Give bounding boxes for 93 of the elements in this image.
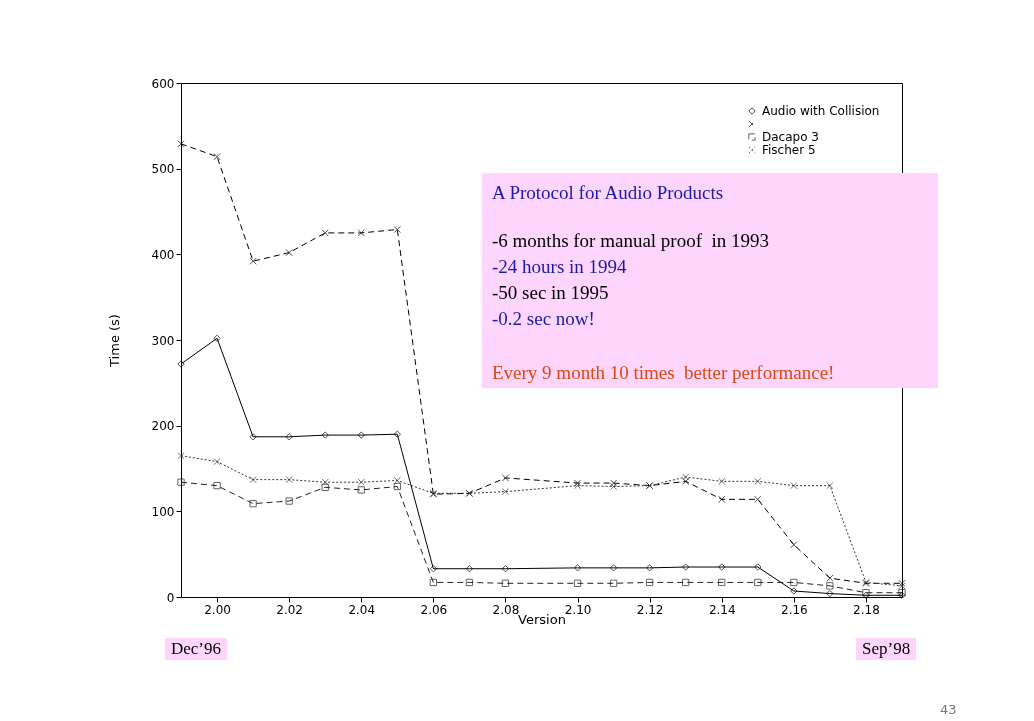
- point: [609, 479, 618, 487]
- annotation: -0.2 sec now!: [492, 308, 595, 330]
- legend-label: Audio with Collision: [762, 104, 880, 118]
- point: [501, 579, 510, 587]
- point: [609, 564, 618, 572]
- x-tick-label: 2.18: [853, 602, 880, 617]
- point: [321, 478, 329, 486]
- point: [321, 431, 329, 439]
- point: [213, 153, 221, 161]
- point: [357, 478, 365, 486]
- point: [718, 563, 726, 571]
- x-tick-label: 2.00: [204, 602, 231, 617]
- point: [429, 578, 438, 587]
- point: [645, 564, 654, 572]
- point: [249, 475, 257, 484]
- point: [285, 497, 293, 505]
- y-tick-label: 600: [151, 76, 175, 91]
- y-tick-label: 400: [151, 247, 175, 262]
- point: [501, 474, 510, 482]
- point: [393, 430, 401, 438]
- annotation: -50 sec in 1995: [492, 282, 609, 304]
- point: [357, 229, 365, 237]
- point: [357, 486, 365, 494]
- point: [754, 578, 762, 587]
- point: [609, 579, 618, 587]
- point: [826, 481, 834, 490]
- point: [285, 475, 293, 484]
- point: [249, 433, 257, 441]
- point: [682, 473, 690, 481]
- y-tick-label: 500: [151, 162, 175, 177]
- point: [213, 334, 221, 342]
- point: [501, 565, 510, 573]
- point: [718, 495, 726, 503]
- point: [682, 578, 690, 587]
- point: [718, 578, 726, 587]
- legend-label: Dacapo 3: [762, 130, 819, 144]
- point: [177, 478, 185, 486]
- point: [177, 140, 185, 148]
- point: [177, 451, 185, 460]
- point: [357, 431, 365, 439]
- point: [754, 563, 762, 571]
- point: [393, 476, 401, 485]
- point: [429, 565, 438, 573]
- y-tick-label: 300: [151, 333, 175, 348]
- point: [826, 574, 834, 582]
- annotation: -24 hours in 1994: [492, 256, 627, 278]
- point: [249, 257, 257, 265]
- point: [682, 563, 690, 571]
- point: [321, 483, 329, 492]
- x-tick-label: 2.04: [348, 602, 376, 617]
- point: [177, 360, 185, 368]
- x-axis-title: Version: [518, 611, 566, 627]
- x-tick-label: 2.02: [276, 602, 304, 617]
- x-tick-label: 2.12: [636, 602, 664, 617]
- text: 43: [940, 702, 957, 717]
- x-tick-label: 2.06: [420, 602, 448, 617]
- annotation: A Protocol for Audio Products: [492, 182, 724, 204]
- point: [285, 248, 293, 257]
- point: [501, 487, 510, 496]
- point: [573, 579, 582, 587]
- point: [609, 482, 618, 491]
- point: [645, 578, 654, 587]
- x-tick-label: 2.16: [780, 602, 808, 617]
- annotation: -6 months for manual proof in 1993: [492, 230, 770, 252]
- point: [790, 541, 798, 549]
- point: [393, 482, 401, 491]
- y-tick-label: 100: [151, 504, 175, 519]
- point: [790, 578, 798, 587]
- y-axis-title: Time (s): [106, 314, 122, 368]
- point: [213, 457, 221, 466]
- point: [754, 477, 762, 486]
- point: [718, 477, 726, 486]
- point: [754, 495, 762, 503]
- point: [285, 433, 293, 441]
- point: [790, 481, 798, 490]
- y-tick-label: 200: [151, 419, 175, 434]
- point: [573, 564, 582, 572]
- text: Dec’96: [165, 638, 228, 660]
- point: [826, 582, 834, 590]
- legend-label: Fischer 5: [762, 143, 816, 157]
- point: [393, 225, 401, 234]
- point: [790, 587, 798, 595]
- point: [465, 565, 474, 573]
- point: [826, 589, 834, 598]
- x-tick-label: 2.10: [564, 602, 592, 617]
- point: [465, 578, 474, 587]
- x-tick-label: 2.14: [708, 602, 736, 617]
- annotation: Every 9 month 10 times better performance!: [492, 362, 835, 384]
- point: [249, 499, 257, 508]
- text: Sep’98: [856, 638, 917, 660]
- y-tick-label: 0: [166, 590, 175, 605]
- point: [321, 229, 329, 237]
- point: [213, 481, 221, 490]
